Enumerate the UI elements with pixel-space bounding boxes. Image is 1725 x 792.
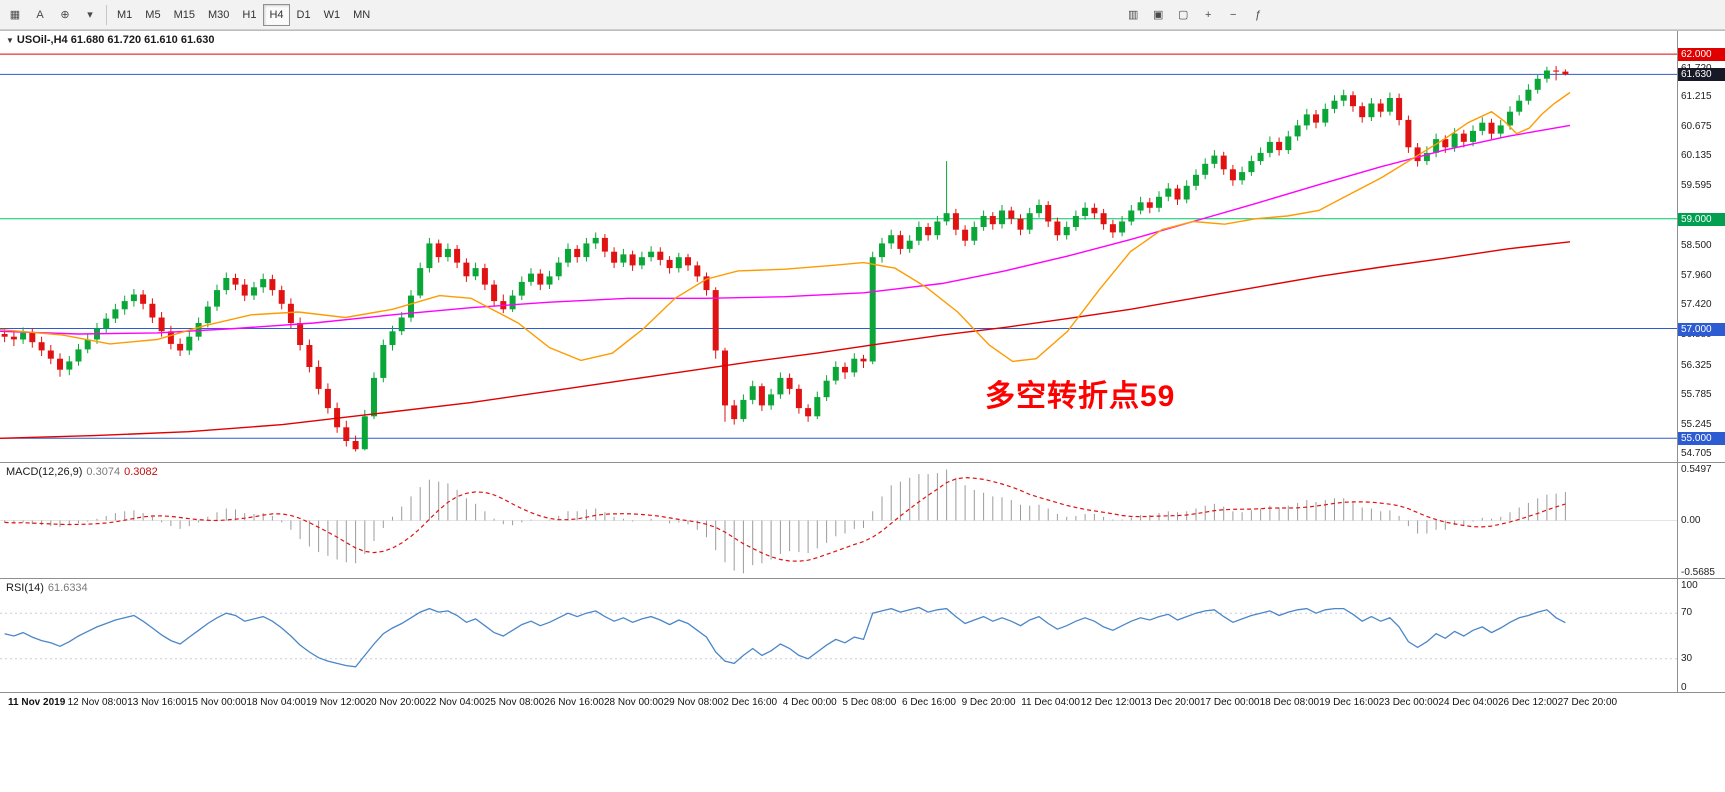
timeframe-h4-button[interactable]: H4 [263,3,290,26]
crosshair-icon[interactable]: ⊕ [60,9,70,21]
rsi-value: 61.6334 [47,582,88,594]
time-axis-label: 2 Dec 16:00 [723,697,778,708]
rsi-scale-label: 70 [1681,607,1693,619]
chart-title: ▼ USOil-,H4 61.680 61.720 61.610 61.630 [6,34,214,46]
time-axis-label: 12 Nov 08:00 [67,697,128,708]
zoom-out-icon[interactable]: − [1229,8,1237,21]
new-order-icon[interactable]: ▥ [1127,9,1139,21]
time-axis-label: 20 Nov 20:00 [365,697,426,708]
timeframe-d1-button[interactable]: D1 [296,8,311,21]
time-axis-label: 28 Nov 00:00 [604,697,664,708]
time-axis-label: 18 Nov 04:00 [246,697,306,708]
macd-scale-label: 0.5497 [1681,464,1712,475]
time-axis-label: 11 Nov 2019 [8,697,66,708]
toolbar: ▦ A ⊕ ▾ M1 M5 M15 M30 H1 H4 D1 W1 MN ▥ ▣ ▢ + − ƒ [0,0,1725,30]
macd-signal-value: 0.3082 [124,466,158,478]
chart-collapse-icon[interactable]: ▼ [6,36,14,45]
tile-windows-icon[interactable]: ▢ [1177,9,1189,21]
draw-dropdown-icon[interactable]: ▾ [87,9,93,21]
toolbar-separator [106,4,107,25]
rsi-label: RSI(14) 61.6334 [6,582,88,594]
chart-ohlc-values: 61.680 61.720 61.610 61.630 [70,34,215,46]
time-axis-label: 5 Dec 08:00 [842,697,897,708]
rsi-scale-label: 100 [1681,580,1698,591]
price-scale-tag: 61.630 [1678,68,1725,82]
chart-annotation-text[interactable]: 多空转折点59 [985,380,1176,413]
macd-main-value: 0.3074 [86,466,121,478]
macd-scale[interactable]: 0.5497 0.00 -0.5685 [1677,463,1725,578]
toolbar-left-group: ▦ A ⊕ ▾ [3,4,102,26]
time-axis-label: 4 Dec 00:00 [782,697,837,708]
rsi-scale-label: 30 [1681,652,1693,664]
price-scale-label: 54.705 [1681,448,1712,460]
timeframe-m1-button[interactable]: M1 [117,8,133,21]
price-scale-label: 58.500 [1681,240,1712,252]
price-scale-tag: 57.000 [1678,322,1725,336]
time-axis-label: 23 Dec 00:00 [1378,697,1439,708]
timeframe-w1-button[interactable]: W1 [323,8,341,21]
time-axis-label: 18 Dec 08:00 [1259,697,1320,708]
timeframe-h1-button[interactable]: H1 [242,8,257,21]
macd-scale-label: 0.00 [1681,514,1701,526]
time-axis-label: 29 Nov 08:00 [663,697,724,708]
time-axis-label: 25 Nov 08:00 [484,697,545,708]
timeframe-mn-button[interactable]: MN [353,8,371,21]
price-scale-label: 56.325 [1681,359,1712,371]
price-scale-tag: 62.000 [1678,48,1725,62]
time-axis-label: 15 Nov 00:00 [186,697,247,708]
time-axis-label: 19 Nov 12:00 [306,697,366,708]
price-scale-label: 57.960 [1681,269,1712,281]
timeframe-m30-button[interactable]: M30 [207,8,230,21]
cursor-mode-icon[interactable]: A [36,8,44,21]
chart-symbol-label: USOil-,H4 [16,34,68,46]
price-scale-label: 57.420 [1681,299,1712,311]
trading-platform-app: ▦ A ⊕ ▾ M1 M5 M15 M30 H1 H4 D1 W1 MN ▥ ▣ ▢ + − ƒ ▼ USOil-… [0,0,1725,713]
rsi-plot[interactable] [0,579,1677,693]
time-axis[interactable]: 11 Nov 2019 12 Nov 08:00 13 Nov 16:00 15 No… [0,693,1725,713]
price-scale-label: 59.595 [1681,180,1712,192]
indicators-icon[interactable]: ƒ [1255,8,1262,21]
time-axis-label: 27 Dec 20:00 [1557,697,1618,708]
price-scale-label: 55.245 [1681,418,1712,430]
time-axis-label: 26 Dec 12:00 [1498,697,1558,708]
chart-window-icon[interactable]: ▣ [1152,9,1164,21]
toolbar-right-group: ▥ ▣ ▢ + − ƒ [1121,4,1270,26]
main-chart-panel[interactable]: ▼ USOil-,H4 61.680 61.720 61.610 61.630 多… [0,31,1725,463]
timeframe-button-group: M1 M5 M15 M30 H1 H4 D1 W1 MN [111,3,376,26]
zoom-in-icon[interactable]: + [1204,8,1212,21]
price-scale-label: 60.135 [1681,150,1712,162]
time-axis-label: 17 Dec 00:00 [1200,697,1260,708]
time-axis-label: 24 Dec 04:00 [1438,697,1498,708]
time-axis-label: 12 Dec 12:00 [1080,697,1141,708]
time-axis-label: 6 Dec 16:00 [902,697,956,708]
price-scale-label: 61.215 [1681,91,1712,103]
time-axis-label: 13 Nov 16:00 [127,697,187,708]
price-scale[interactable]: 61.72061.21560.67560.13559.59558.50057.9… [1677,31,1725,462]
time-axis-label: 19 Dec 16:00 [1319,697,1379,708]
macd-panel[interactable]: MACD(12,26,9) 0.3074 0.3082 0.5497 0.00 -0.5… [0,463,1725,579]
time-axis-label: 9 Dec 20:00 [961,697,1016,708]
timeframe-m5-button[interactable]: M5 [145,8,161,21]
macd-scale-label: -0.5685 [1681,567,1715,578]
macd-plot[interactable] [0,463,1677,579]
macd-label: MACD(12,26,9) 0.3074 0.3082 [6,466,158,478]
price-scale-label: 60.675 [1681,120,1712,132]
rsi-panel[interactable]: RSI(14) 61.6334 100 70 30 0 [0,579,1725,693]
charts-grid-icon[interactable]: ▦ [9,9,21,21]
time-axis-label: 22 Nov 04:00 [425,697,485,708]
rsi-scale[interactable]: 100 70 30 0 [1677,579,1725,692]
time-axis-label: 13 Dec 20:00 [1140,697,1200,708]
price-scale-label: 55.785 [1681,389,1712,401]
time-axis-label: 11 Dec 04:00 [1021,697,1080,708]
price-scale-tag: 55.000 [1678,432,1725,446]
chart-window: ▼ USOil-,H4 61.680 61.720 61.610 61.630 多… [0,30,1725,713]
price-scale-tag: 59.000 [1678,212,1725,226]
rsi-scale-label: 0 [1681,682,1687,693]
time-axis-label: 26 Nov 16:00 [544,697,604,708]
timeframe-m15-button[interactable]: M15 [173,8,195,21]
candlestick-plot[interactable] [0,31,1677,463]
